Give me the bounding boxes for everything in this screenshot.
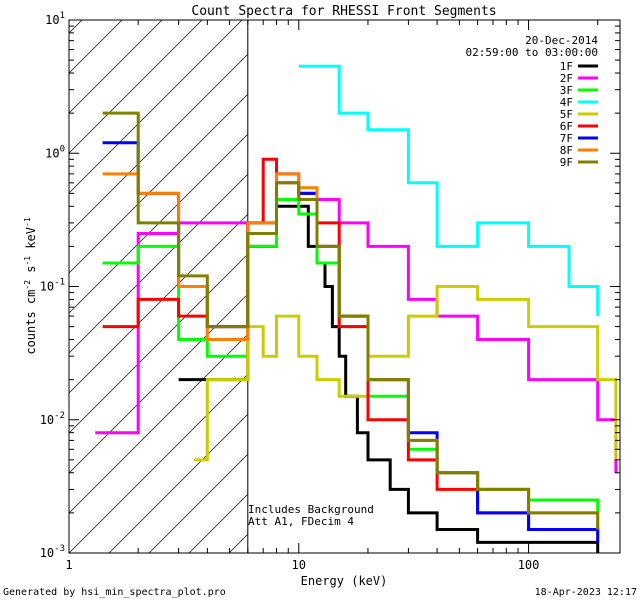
legend-label-7f: 7F <box>560 132 573 145</box>
y-tick-label: 101 <box>45 11 65 27</box>
legend-label-6f: 6F <box>560 120 573 133</box>
footer-timestamp: 18-Apr-2023 12:17 <box>535 587 637 598</box>
hatch-line <box>0 20 2 553</box>
chart-title: Count Spectra for RHESSI Front Segments <box>191 4 496 19</box>
series-line-1f <box>178 204 600 553</box>
annotation-attenuator: Att A1, FDecim 4 <box>248 515 354 528</box>
legend-label-8f: 8F <box>560 144 573 157</box>
x-tick-label: 100 <box>518 558 540 572</box>
series-layer <box>95 64 618 553</box>
legend-label-1f: 1F <box>560 60 573 73</box>
x-axis: 1 10 100 <box>65 20 599 572</box>
hatch-line <box>69 20 163 114</box>
series-line-4f <box>298 64 600 317</box>
y-tick-label: 100 <box>45 144 65 160</box>
hatch-line <box>629 20 640 553</box>
hatch-line <box>69 20 203 154</box>
legend-label-4f: 4F <box>560 96 573 109</box>
footer-generated-by: Generated by hsi_min_spectra_plot.pro <box>3 587 226 598</box>
legend-label-9f: 9F <box>560 156 573 169</box>
series-line-9f <box>102 111 600 530</box>
y-tick-label: 10-3 <box>40 544 65 560</box>
hatched-region <box>0 20 640 553</box>
time-range-label: 02:59:00 to 03:00:00 <box>466 46 598 59</box>
series-line-2f <box>95 191 618 473</box>
legend-label-2f: 2F <box>560 72 573 85</box>
hatch-mask <box>247 20 620 553</box>
y-tick-label: 10-2 <box>40 411 65 427</box>
hatch-line <box>69 20 243 194</box>
x-axis-label: Energy (keV) <box>301 574 388 588</box>
legend-label-5f: 5F <box>560 108 573 121</box>
legend-label-3f: 3F <box>560 84 573 97</box>
hatch-line <box>69 20 283 234</box>
hatch-line <box>0 20 42 553</box>
x-tick-label: 1 <box>65 558 72 572</box>
y-axis-label: counts cm-2 s-1 keV-1 <box>23 217 38 354</box>
series-line-5f <box>194 285 618 462</box>
x-tick-label: 10 <box>292 558 306 572</box>
hatch-line <box>69 20 323 274</box>
y-axis: 101 100 10-1 10-2 10-3 <box>40 11 620 560</box>
date-label: 20-Dec-2014 <box>525 34 598 47</box>
annotation-background: Includes Background <box>248 503 374 516</box>
y-tick-label: 10-1 <box>40 278 65 294</box>
